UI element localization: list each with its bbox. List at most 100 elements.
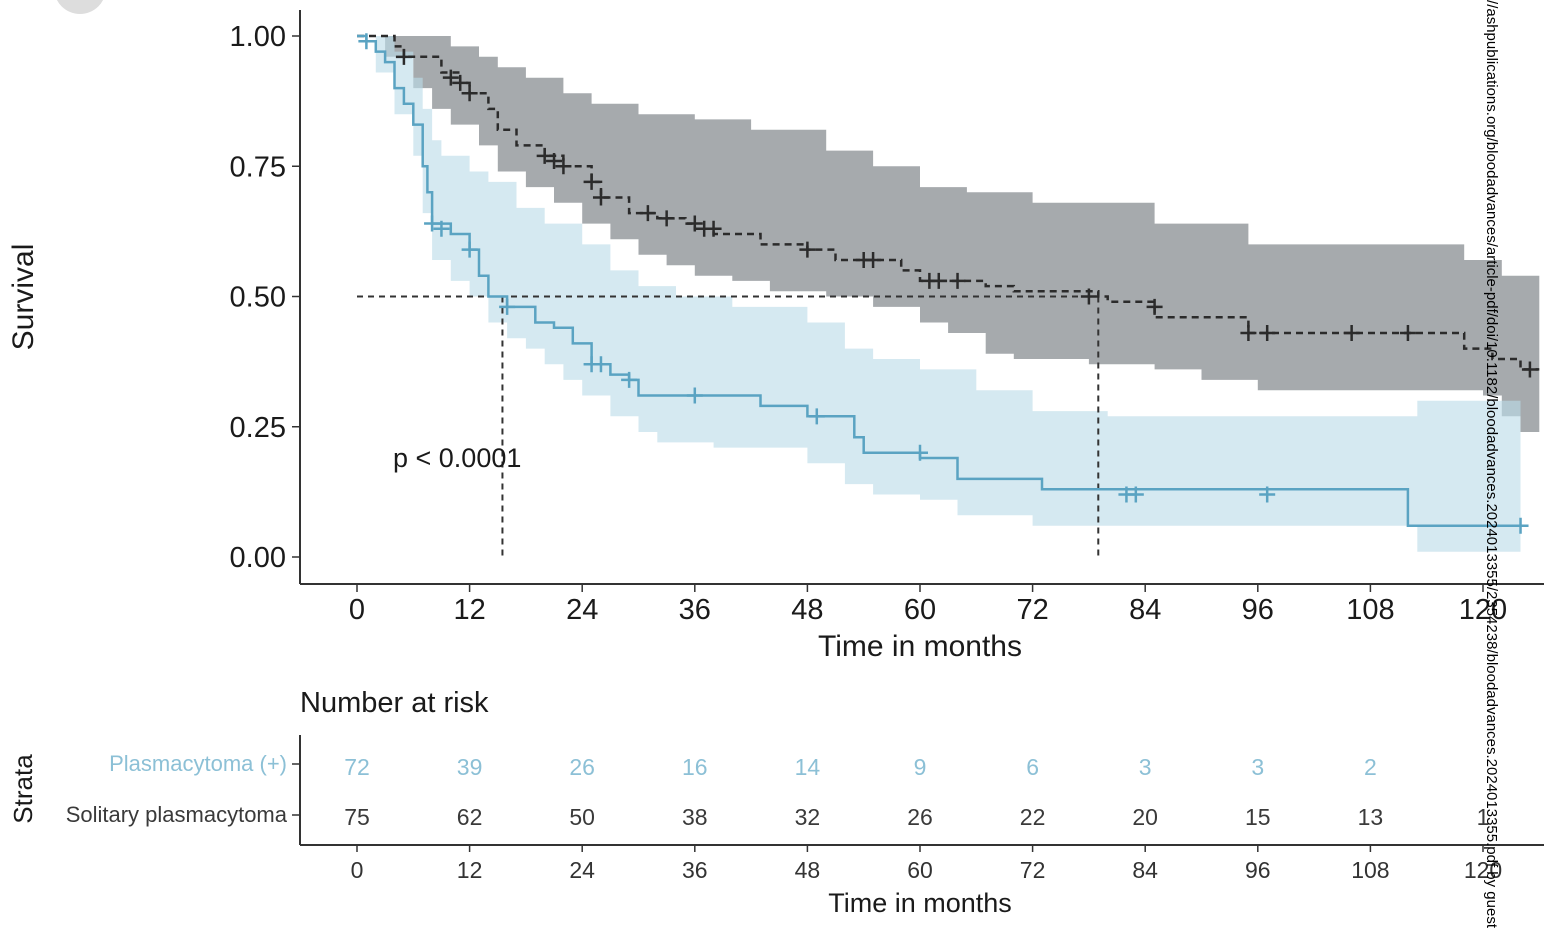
y-tick-label: 1.00 (230, 21, 286, 53)
risk-x-axis-ticks: 0 12 24 36 48 60 72 84 96 108 120 (351, 845, 1502, 883)
censor-mark-solitary-plasmacytoma (949, 272, 966, 289)
risk-x-tick-label: 60 (907, 857, 933, 883)
risk-count-plasmacytoma: 6 (1026, 754, 1039, 780)
risk-count-solitary-plasmacytoma: 32 (795, 804, 821, 830)
censor-mark-solitary-plasmacytoma (686, 215, 703, 232)
ci-band-plasmacytoma (357, 36, 1521, 552)
risk-count-plasmacytoma: 72 (344, 754, 370, 780)
censor-mark-plasmacytoma (912, 444, 928, 461)
censor-mark-solitary-plasmacytoma (865, 252, 882, 269)
censor-mark-solitary-plasmacytoma (452, 74, 469, 91)
risk-count-plasmacytoma: 3 (1139, 754, 1152, 780)
y-tick-label: 0.75 (230, 151, 286, 183)
risk-count-solitary-plasmacytoma: 22 (1020, 804, 1046, 830)
censor-mark-plasmacytoma (1259, 486, 1276, 503)
censor-mark-solitary-plasmacytoma (799, 241, 816, 258)
p-value-annotation: p < 0.0001 (393, 443, 521, 473)
strata-axis-title: Strata (8, 754, 38, 824)
censor-mark-plasmacytoma (433, 220, 450, 237)
censor-mark-plasmacytoma (808, 408, 825, 425)
risk-count-plasmacytoma: 2 (1364, 754, 1377, 780)
censor-mark-solitary-plasmacytoma (1080, 288, 1097, 305)
risk-count-solitary-plasmacytoma: 50 (569, 804, 595, 830)
survival-plot: 0.00 0.25 0.50 0.75 1.00 0 12 24 36 48 60 72 84 96 10… (7, 10, 1544, 663)
censor-mark-solitary-plasmacytoma (705, 220, 722, 237)
confidence-bands (357, 36, 1540, 552)
censor-mark-plasmacytoma (621, 371, 638, 388)
censor-marks (358, 33, 1538, 534)
x-tick-label: 12 (453, 594, 485, 626)
censor-mark-solitary-plasmacytoma (1343, 324, 1360, 341)
risk-table-title: Number at risk (300, 687, 489, 719)
risk-count-plasmacytoma: 16 (682, 754, 708, 780)
risk-x-tick-label: 12 (457, 857, 483, 883)
x-tick-label: 108 (1346, 594, 1394, 626)
censor-mark-solitary-plasmacytoma (461, 85, 478, 102)
risk-count-solitary-plasmacytoma: 26 (907, 804, 933, 830)
strata-label-solitary: Solitary plasmacytoma (66, 802, 288, 827)
x-tick-label: 120 (1459, 594, 1507, 626)
censor-mark-solitary-plasmacytoma (639, 205, 656, 222)
risk-x-tick-label: 108 (1351, 857, 1389, 883)
x-tick-label: 84 (1129, 594, 1161, 626)
strata-label-plasmacytoma-plus: Plasmacytoma (+) (109, 751, 287, 776)
x-axis-ticks: 0 12 24 36 48 60 72 84 96 108 120 (349, 584, 1507, 626)
censor-mark-solitary-plasmacytoma (930, 272, 947, 289)
risk-x-tick-label: 36 (682, 857, 708, 883)
censor-mark-plasmacytoma (1127, 486, 1144, 503)
corner-artifact (56, 0, 104, 14)
censor-mark-plasmacytoma (592, 356, 609, 373)
risk-x-tick-label: 84 (1132, 857, 1158, 883)
censor-mark-solitary-plasmacytoma (1399, 324, 1416, 341)
x-tick-label: 0 (349, 594, 365, 626)
censor-mark-solitary-plasmacytoma (555, 158, 572, 175)
risk-count-plasmacytoma: 9 (914, 754, 927, 780)
y-tick-label: 0.25 (230, 412, 286, 444)
y-axis-ticks: 0.00 0.25 0.50 0.75 1.00 (230, 21, 300, 574)
risk-count-plasmacytoma: 26 (569, 754, 595, 780)
risk-count-solitary-plasmacytoma: 15 (1245, 804, 1271, 830)
risk-x-tick-label: 72 (1020, 857, 1046, 883)
censor-mark-solitary-plasmacytoma (442, 69, 459, 86)
censor-mark-plasmacytoma (424, 215, 441, 232)
x-tick-label: 96 (1242, 594, 1274, 626)
censor-mark-solitary-plasmacytoma (658, 210, 675, 227)
median-survival-lines (357, 295, 1100, 557)
x-axis-title: Time in months (818, 630, 1022, 663)
censor-mark-solitary-plasmacytoma (1240, 324, 1257, 341)
x-tick-label: 48 (791, 594, 823, 626)
censor-mark-solitary-plasmacytoma (536, 147, 553, 164)
censor-mark-solitary-plasmacytoma (1146, 298, 1163, 315)
risk-count-solitary-plasmacytoma: 75 (344, 804, 370, 830)
censor-mark-plasmacytoma (499, 298, 516, 315)
risk-x-tick-label: 96 (1245, 857, 1271, 883)
risk-count-plasmacytoma: 39 (457, 754, 483, 780)
censor-mark-plasmacytoma (686, 387, 703, 404)
risk-numbers: 72 39 26 16 14 9 6 3 3 275 62 50 38 32 26 22 20 15 13 1 (344, 754, 1489, 830)
risk-count-solitary-plasmacytoma: 20 (1132, 804, 1158, 830)
x-tick-label: 36 (679, 594, 711, 626)
x-tick-label: 24 (566, 594, 598, 626)
download-watermark: Downloaded from http://ashpublications.o… (1483, 0, 1500, 928)
censor-mark-plasmacytoma (461, 241, 478, 258)
survival-curve-plasmacytoma (357, 34, 1521, 527)
risk-count-solitary-plasmacytoma: 38 (682, 804, 708, 830)
y-tick-label: 0.00 (230, 542, 286, 574)
risk-x-tick-label: 0 (351, 857, 364, 883)
censor-mark-solitary-plasmacytoma (546, 153, 563, 170)
risk-count-plasmacytoma: 14 (795, 754, 821, 780)
censor-mark-plasmacytoma (358, 33, 375, 50)
censor-mark-solitary-plasmacytoma (395, 48, 412, 65)
number-at-risk-table: Number at risk Strata Plasmacytoma (+) S… (8, 687, 1544, 918)
risk-count-solitary-plasmacytoma: 62 (457, 804, 483, 830)
censor-mark-solitary-plasmacytoma (592, 189, 609, 206)
censor-mark-solitary-plasmacytoma (1259, 324, 1276, 341)
risk-count-solitary-plasmacytoma: 13 (1358, 804, 1384, 830)
risk-x-axis-title: Time in months (828, 888, 1012, 918)
risk-x-tick-label: 24 (569, 857, 595, 883)
y-tick-label: 0.50 (230, 282, 286, 314)
censor-mark-solitary-plasmacytoma (583, 173, 600, 190)
risk-count-plasmacytoma: 3 (1251, 754, 1264, 780)
risk-x-tick-label: 48 (795, 857, 821, 883)
